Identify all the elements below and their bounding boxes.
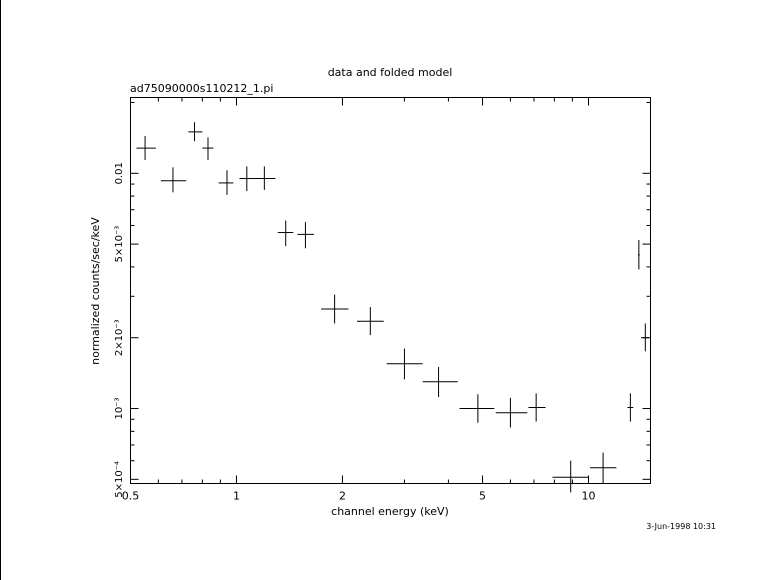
x-axis-label: channel energy (keV) — [331, 505, 449, 518]
data-point — [160, 167, 187, 193]
data-point — [459, 394, 495, 423]
data-point — [590, 452, 617, 484]
y-tick-label: 0.01 — [114, 162, 125, 184]
data-point — [422, 367, 458, 397]
data-point — [218, 170, 234, 195]
plot-frame — [130, 97, 651, 484]
x-tick-label: 10 — [582, 490, 596, 503]
data-point — [627, 393, 634, 422]
data-point — [297, 222, 314, 249]
data-point — [202, 137, 214, 160]
data-point — [641, 323, 649, 352]
data-point — [495, 397, 528, 428]
y-tick-label: 2×10⁻³ — [114, 319, 125, 356]
data-point — [277, 220, 294, 247]
data-point — [552, 460, 589, 493]
chart-subtitle: ad75090000s110212_1.pi — [130, 82, 273, 95]
data-point — [528, 393, 546, 422]
x-tick-label: 5 — [479, 490, 486, 503]
axis-ticks — [130, 97, 651, 484]
timestamp: 3-Jun-1998 10:31 — [646, 522, 716, 531]
data-point — [357, 307, 384, 336]
data-point — [253, 166, 276, 190]
data-point — [188, 122, 203, 142]
data-point — [239, 166, 254, 192]
data-point — [386, 348, 423, 380]
chart-title: data and folded model — [328, 66, 453, 79]
data-point — [321, 294, 349, 324]
axis-tick-labels: 0.5 1 2 5 10 5×10⁻⁴ 10⁻³ 2×10⁻³ 5×10⁻³ 0.01 — [114, 162, 596, 502]
x-tick-label: 0.5 — [122, 490, 140, 503]
data-points — [136, 122, 649, 493]
data-point — [637, 240, 640, 270]
y-tick-label: 5×10⁻³ — [114, 226, 125, 263]
data-point — [136, 136, 156, 160]
y-axis-label: normalized counts/sec/keV — [89, 217, 102, 365]
y-tick-label: 5×10⁻⁴ — [114, 461, 125, 498]
x-tick-label: 1 — [233, 490, 240, 503]
y-tick-label: 10⁻³ — [114, 398, 125, 420]
x-tick-label: 2 — [339, 490, 346, 503]
